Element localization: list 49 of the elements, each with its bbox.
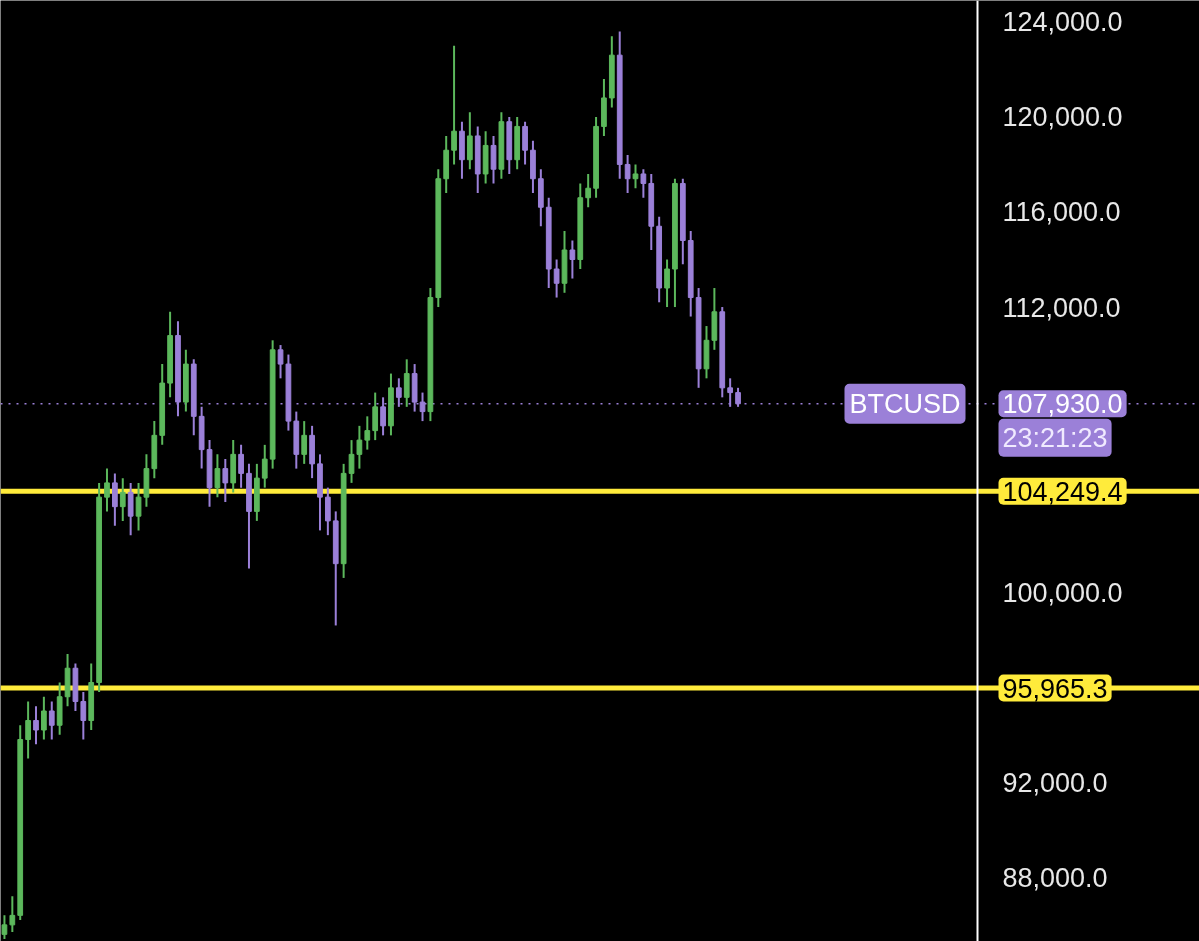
candlestick — [261, 443, 268, 489]
candlestick — [277, 344, 284, 380]
candlestick — [624, 153, 631, 194]
candlestick — [640, 168, 647, 199]
annotation: 23:21:23 — [1002, 422, 1108, 453]
candlestick — [522, 120, 528, 166]
candlestick — [324, 486, 331, 537]
candlestick — [238, 443, 244, 489]
candlestick — [403, 358, 410, 408]
candlestick — [372, 391, 379, 442]
candlestick — [735, 386, 741, 408]
candlestick — [41, 695, 47, 741]
candlestick — [222, 458, 229, 503]
ref-line-label: 107,930.0 — [1002, 389, 1123, 420]
candlestick — [553, 258, 560, 299]
candlestick — [104, 467, 110, 513]
candlestick — [664, 258, 670, 309]
candlestick — [490, 134, 497, 185]
candlestick — [364, 415, 371, 451]
candlestick — [356, 424, 363, 470]
y-tick-label: 124,000.0 — [1002, 7, 1123, 38]
candlestick — [451, 44, 457, 166]
candlestick — [112, 472, 118, 527]
candlestick — [33, 705, 39, 746]
candlestick — [135, 481, 142, 532]
ref-line-label: 104,249.4 — [1002, 476, 1123, 507]
annotation: BTCUSD — [849, 388, 961, 419]
candlestick — [119, 477, 126, 522]
y-tick-label: 92,000.0 — [1002, 767, 1108, 798]
candlestick — [214, 453, 221, 499]
y-tick-label: 120,000.0 — [1002, 102, 1123, 133]
y-tick-label: 88,000.0 — [1002, 862, 1108, 893]
candlestick — [585, 172, 592, 209]
y-tick-label: 116,000.0 — [1002, 197, 1121, 228]
candlestick — [348, 439, 355, 484]
candlestick — [632, 163, 639, 190]
candlestick — [127, 481, 134, 537]
candlestick — [9, 895, 16, 933]
candlestick — [569, 239, 576, 280]
candlestick — [466, 111, 473, 171]
candlestick — [727, 377, 734, 408]
candlestick — [1, 914, 8, 941]
candlestick — [301, 420, 308, 465]
ref-line-label: 95,965.3 — [1002, 673, 1108, 704]
candlestick — [25, 700, 31, 760]
candlestick — [80, 690, 87, 741]
y-tick-label: 112,000.0 — [1002, 292, 1121, 323]
candlestick — [48, 700, 55, 741]
y-tick-label: 100,000.0 — [1002, 577, 1123, 608]
